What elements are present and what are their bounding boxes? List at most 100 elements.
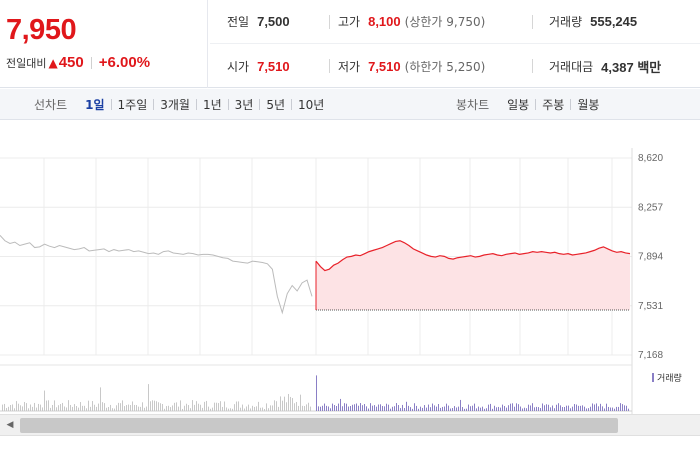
today-fill-area — [316, 240, 630, 310]
volume-bar — [248, 404, 249, 411]
volume-bar — [180, 400, 181, 411]
volume-bar — [176, 402, 177, 411]
volume-bar — [264, 408, 265, 411]
volume-bar — [562, 406, 563, 411]
volume-bar — [536, 406, 537, 411]
volume-bar — [98, 403, 99, 411]
volume-bar — [194, 404, 195, 411]
price-lines — [0, 234, 631, 315]
tab-10y[interactable]: 10년 — [298, 98, 325, 112]
volume-bar — [96, 406, 97, 411]
volume-bar — [616, 406, 617, 411]
volume-bar — [594, 404, 595, 411]
volume-bar — [170, 407, 171, 411]
volume-bar — [448, 405, 449, 411]
today-price-line — [315, 240, 631, 272]
volume-bar — [382, 405, 383, 411]
current-price-box: 7,950 전일대비 ▲ 450 +6.00% — [0, 0, 208, 88]
volume-bar — [442, 406, 443, 411]
volume-bar — [40, 404, 41, 411]
volume-bar — [302, 405, 303, 411]
volume-bar — [80, 402, 81, 411]
volume-bar — [372, 405, 373, 411]
volume-bar — [278, 406, 279, 411]
lower-limit: (하한가 5,250) — [404, 59, 486, 74]
tab-5y[interactable]: 5년 — [266, 98, 286, 112]
volume-bar — [486, 408, 487, 411]
volume-bar — [32, 406, 33, 411]
volume-bar — [316, 375, 317, 411]
volume-bar — [472, 405, 473, 411]
tab-weekly-candle[interactable]: 주봉 — [542, 98, 565, 112]
volume-bar — [622, 404, 623, 411]
volume-bar — [432, 403, 433, 411]
divider — [329, 59, 330, 73]
volume-bar — [156, 401, 157, 411]
line-chart-tab-group: 선차트 1일 1주일 3개월 1년 3년 5년 10년 — [34, 89, 330, 120]
volume-bar — [320, 406, 321, 411]
tab-daily-candle[interactable]: 일봉 — [507, 98, 530, 112]
volume-bar — [450, 408, 451, 411]
tab-1y[interactable]: 1년 — [202, 98, 222, 112]
volume-bar — [534, 407, 535, 411]
divider — [90, 56, 92, 69]
volume-bar — [474, 403, 475, 411]
volume-bar — [362, 405, 363, 411]
volume-bar — [34, 402, 35, 411]
volume-bar — [322, 405, 323, 411]
stat-label: 저가 — [338, 59, 361, 74]
volume-legend-swatch — [652, 373, 654, 382]
volume-bar — [120, 403, 121, 411]
volume-bar — [218, 403, 219, 411]
stat-label: 시가 — [227, 59, 250, 74]
volume-bar — [294, 403, 295, 411]
volume-bar — [602, 406, 603, 411]
volume-bar — [478, 406, 479, 411]
tab-1w[interactable]: 1주일 — [117, 98, 148, 112]
divider — [291, 99, 293, 110]
volume-bar — [342, 406, 343, 411]
volume-bar — [166, 406, 167, 411]
volume-bar — [62, 402, 63, 411]
volume-bar — [518, 404, 519, 411]
volume-bar — [144, 407, 145, 411]
tab-monthly-candle[interactable]: 월봉 — [577, 98, 600, 112]
volume-bar — [394, 406, 395, 411]
volume-bar — [234, 404, 235, 411]
volume-bar — [68, 400, 69, 411]
volume-bar — [356, 403, 357, 411]
tab-3m[interactable]: 3개월 — [160, 98, 190, 112]
volume-bar — [272, 405, 273, 411]
volume-bar — [522, 408, 523, 411]
chart-scrollbar[interactable]: ◀ — [0, 414, 700, 436]
volume-bar — [584, 406, 585, 411]
scrollbar-thumb[interactable] — [20, 418, 618, 433]
volume-bar — [340, 398, 341, 411]
volume-bar — [8, 406, 9, 411]
divider — [110, 99, 112, 110]
volume-bar — [498, 406, 499, 411]
volume-bar — [38, 403, 39, 411]
volume-bar — [540, 408, 541, 411]
tab-3y[interactable]: 3년 — [234, 98, 254, 112]
volume-bar — [274, 400, 275, 411]
volume-bar — [428, 404, 429, 411]
volume-bar — [416, 405, 417, 411]
volume-bar — [624, 405, 625, 411]
volume-bar — [300, 394, 301, 411]
stats-row-2: 시가 7,510 저가 7,510 (하한가 5,250) 거래대금 4,387… — [210, 44, 700, 88]
y-tick-label: 7,894 — [638, 252, 663, 263]
tab-1d[interactable]: 1일 — [85, 98, 105, 112]
volume-bar — [508, 405, 509, 411]
volume-bar — [330, 408, 331, 411]
volume-bar — [458, 406, 459, 411]
volume-bar — [392, 406, 393, 411]
price-chart-svg: 8,620 8,257 7,894 7,531 7,168 거래량 — [0, 148, 682, 414]
stat-label: 고가 — [338, 15, 361, 29]
volume-bar — [128, 404, 129, 411]
scroll-left-arrow-icon[interactable]: ◀ — [6, 420, 14, 430]
volume-bar — [456, 407, 457, 411]
volume-bar — [374, 405, 375, 411]
volume-bar — [512, 403, 513, 411]
volume-bar — [30, 404, 31, 411]
